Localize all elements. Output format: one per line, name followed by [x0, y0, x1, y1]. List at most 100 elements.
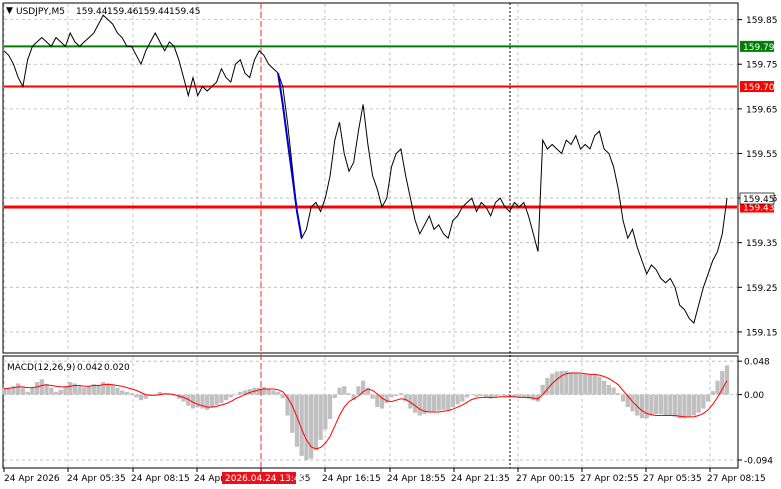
vertical-markers	[260, 3, 511, 468]
macd-bar	[101, 382, 106, 395]
macd-bar	[16, 383, 21, 395]
macd-bar	[602, 380, 607, 395]
macd-bar	[299, 394, 304, 456]
macd-pane	[2, 355, 739, 469]
macd-bar	[701, 394, 706, 409]
price-line	[3, 14, 728, 324]
macd-bar	[105, 383, 111, 395]
macd-bar	[58, 389, 63, 395]
crosshair-time-label: 2026.04.24 13:40	[225, 474, 306, 484]
macd-bar	[710, 391, 715, 395]
x-tick-label: 27 Apr 00:15	[516, 474, 575, 484]
macd-signal-value: 0.020	[104, 363, 130, 373]
y-tick-label: -0.094	[744, 457, 773, 467]
macd-bar	[417, 394, 422, 416]
crosshair-time-box	[222, 472, 296, 484]
macd-bar	[720, 370, 725, 395]
macd-bar	[677, 394, 682, 419]
macd-bar	[375, 394, 380, 408]
macd-bar	[531, 394, 536, 401]
macd-bar	[724, 365, 730, 395]
macd-bar	[587, 375, 593, 395]
macd-bar	[44, 384, 49, 395]
macd-bar	[653, 394, 659, 415]
macd-bar	[120, 390, 125, 395]
macd-bar	[223, 394, 229, 401]
y-tick-label: 159.65	[746, 105, 778, 115]
macd-bar	[313, 394, 319, 451]
macd-bar	[398, 393, 404, 395]
macd-bar	[427, 394, 432, 412]
macd-bar	[309, 394, 314, 459]
price-level-tags: 159.79 159.70 159.43	[740, 40, 775, 214]
macd-bar	[512, 394, 517, 397]
macd-bar	[431, 394, 437, 412]
macd-bar	[696, 394, 701, 413]
x-tick-label: 24 Apr 16:15	[322, 474, 381, 484]
macd-bar	[554, 371, 560, 395]
macd-bar	[138, 394, 144, 401]
macd-bar	[540, 384, 545, 395]
macd-bar	[436, 394, 441, 411]
macd-bar	[129, 393, 134, 395]
macd-bar	[408, 394, 413, 409]
x-tick-label: 24 Apr 08:15	[131, 474, 190, 484]
symbol-dropdown-icon[interactable]: ▼	[6, 6, 13, 16]
macd-title: MACD(12,26,9)	[7, 363, 75, 373]
macd-bar	[323, 394, 328, 430]
macd-bar	[290, 394, 295, 433]
main-y-axis: 159.85 159.75 159.65 159.55 159.45 159.35 159.…	[738, 16, 778, 338]
price-series	[3, 14, 728, 324]
macd-bar	[261, 386, 267, 395]
highlighted-drop-line	[277, 73, 303, 239]
macd-bar	[606, 384, 611, 395]
time-axis: 24 Apr 2026 24 Apr 05:35 24 Apr 08:15 24 Ap…	[3, 468, 766, 484]
current-price-label: 159.45	[743, 195, 775, 205]
macd-bar	[365, 387, 370, 395]
macd-bar	[691, 394, 697, 416]
ohlc-low: 159.44	[138, 7, 170, 17]
macd-bar	[200, 394, 205, 409]
macd-bar	[361, 380, 366, 395]
macd-bar	[370, 394, 375, 399]
macd-bar	[464, 394, 470, 398]
x-tick-label: 24 Apr	[194, 474, 224, 484]
ohlc-open: 159.44	[76, 7, 108, 17]
macd-bar	[68, 382, 73, 395]
x-tick-label: 24 Apr 2026	[4, 474, 60, 484]
current-price-box	[739, 192, 775, 205]
macd-bar	[214, 394, 219, 406]
macd-bar	[379, 394, 385, 409]
level-tag-label: 159.43	[743, 204, 775, 214]
macd-bar	[6, 388, 11, 395]
macd-bar	[39, 379, 44, 395]
macd-bar	[658, 394, 663, 415]
x-tick-label: 27 Apr 05:35	[643, 474, 702, 484]
macd-bar	[672, 394, 678, 417]
macd-bar	[616, 393, 621, 395]
y-tick-label: 159.75	[746, 61, 778, 71]
macd-bar	[77, 386, 82, 395]
x-tick-label: 27 Apr 02:55	[580, 474, 639, 484]
macd-bar	[597, 376, 602, 395]
macd-bar	[285, 394, 290, 416]
macd-bar	[304, 394, 309, 461]
macd-bar	[668, 394, 673, 416]
macd-bar	[1, 387, 7, 395]
macd-bar	[535, 394, 541, 402]
main-pane	[2, 2, 739, 354]
macd-bar	[488, 394, 493, 399]
macd-value: 0.042	[77, 363, 103, 373]
macd-bar	[469, 394, 474, 396]
macd-bar	[115, 387, 120, 395]
macd-bar	[578, 373, 583, 395]
x-tick-label: 24 Apr 21:35	[451, 474, 510, 484]
macd-bar	[516, 394, 522, 398]
macd-bar	[384, 394, 389, 403]
x-tick-label: 27 Apr 08:15	[707, 474, 766, 484]
macd-bar	[455, 394, 460, 405]
y-tick-label: 159.35	[746, 239, 778, 249]
level-tag-label: 159.70	[743, 83, 775, 93]
macd-bar	[86, 386, 92, 395]
